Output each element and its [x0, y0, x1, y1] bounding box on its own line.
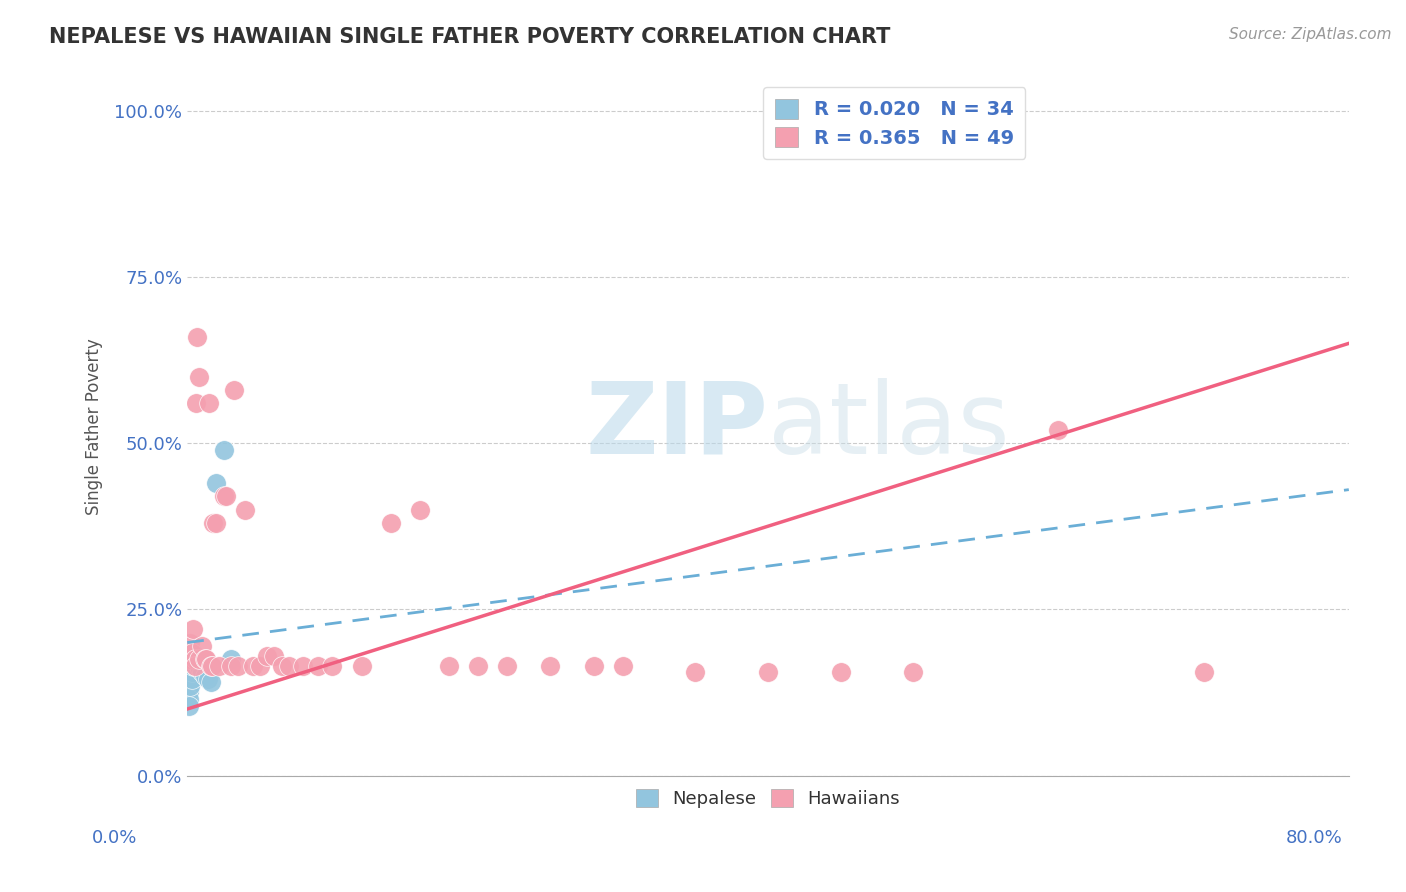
Point [177, 652, 200, 666]
Text: NEPALESE VS HAWAIIAN SINGLE FATHER POVERTY CORRELATION CHART: NEPALESE VS HAWAIIAN SINGLE FATHER POVER… [49, 27, 890, 46]
Point [256, 648, 278, 663]
Point [307, 658, 329, 673]
Point [181, 658, 204, 673]
Point [437, 658, 460, 673]
Point [321, 658, 343, 673]
Point [180, 646, 202, 660]
Point [208, 658, 231, 673]
Point [179, 652, 201, 666]
Point [263, 648, 285, 663]
Text: ZIP: ZIP [585, 378, 768, 475]
Point [242, 658, 264, 673]
Point [467, 658, 489, 673]
Point [184, 396, 207, 410]
Point [179, 635, 201, 649]
Point [538, 658, 561, 673]
Point [194, 669, 217, 683]
Point [179, 646, 201, 660]
Point [177, 692, 200, 706]
Point [408, 502, 430, 516]
Point [195, 652, 218, 666]
Point [183, 652, 205, 666]
Point [197, 672, 219, 686]
Point [249, 658, 271, 673]
Point [177, 698, 200, 713]
Point [1192, 665, 1215, 680]
Point [350, 658, 373, 673]
Point [270, 658, 292, 673]
Point [177, 658, 200, 673]
Point [1047, 423, 1070, 437]
Point [198, 396, 221, 410]
Point [179, 672, 201, 686]
Point [187, 652, 209, 666]
Point [177, 679, 200, 693]
Point [277, 658, 299, 673]
Point [219, 652, 242, 666]
Point [612, 658, 634, 673]
Point [180, 658, 202, 673]
Point [235, 502, 257, 516]
Point [380, 516, 402, 530]
Point [582, 658, 605, 673]
Point [179, 679, 201, 693]
Text: Source: ZipAtlas.com: Source: ZipAtlas.com [1229, 27, 1392, 42]
Point [179, 658, 201, 673]
Point [180, 652, 202, 666]
Point [205, 516, 228, 530]
Text: 0.0%: 0.0% [91, 829, 136, 847]
Text: 80.0%: 80.0% [1286, 829, 1343, 847]
Text: atlas: atlas [768, 378, 1010, 475]
Point [183, 658, 205, 673]
Point [219, 658, 242, 673]
Point [186, 656, 208, 670]
Point [180, 665, 202, 680]
Point [292, 658, 315, 673]
Point [201, 658, 224, 673]
Legend: Nepalese, Hawaiians: Nepalese, Hawaiians [628, 781, 907, 815]
Point [495, 658, 517, 673]
Point [226, 658, 249, 673]
Point [200, 675, 222, 690]
Point [222, 383, 245, 397]
Point [177, 665, 200, 680]
Point [186, 329, 208, 343]
Point [183, 652, 205, 666]
Point [191, 639, 214, 653]
Point [177, 685, 200, 699]
Point [830, 665, 852, 680]
Point [200, 658, 222, 673]
Point [756, 665, 779, 680]
Point [181, 652, 204, 666]
Point [903, 665, 925, 680]
Point [177, 672, 200, 686]
Point [205, 475, 228, 490]
Point [177, 652, 200, 666]
Point [181, 646, 204, 660]
Point [685, 665, 707, 680]
Point [183, 658, 205, 673]
Point [194, 652, 217, 666]
Point [215, 489, 238, 503]
Point [179, 665, 201, 680]
Point [212, 442, 235, 457]
Point [187, 369, 209, 384]
Point [180, 672, 202, 686]
Point [212, 489, 235, 503]
Point [191, 665, 214, 680]
Point [181, 622, 204, 636]
Y-axis label: Single Father Poverty: Single Father Poverty [86, 338, 103, 515]
Point [184, 652, 207, 666]
Point [202, 516, 225, 530]
Point [188, 662, 211, 676]
Point [187, 658, 209, 673]
